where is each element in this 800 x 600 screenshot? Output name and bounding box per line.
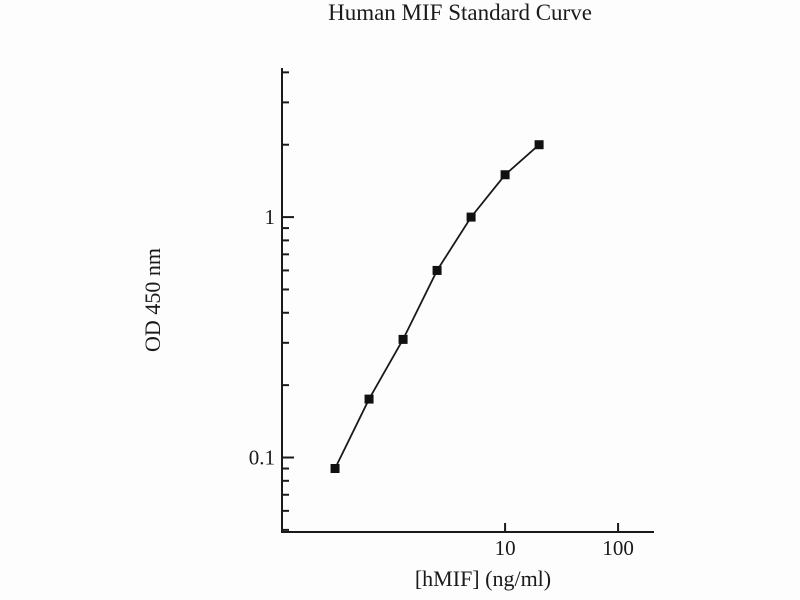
chart-title: Human MIF Standard Curve: [328, 0, 592, 25]
y-tick-label: 0.1: [249, 446, 275, 470]
data-point-marker: [432, 265, 442, 275]
x-tick-label: 100: [602, 536, 634, 560]
data-point-marker: [534, 140, 544, 150]
data-point-marker: [330, 464, 340, 474]
data-point-marker: [364, 394, 374, 404]
standard-curve-line: [334, 144, 540, 469]
y-tick-label: 1: [265, 205, 276, 229]
x-axis-title: [hMIF] (ng/ml): [414, 566, 552, 591]
data-point-marker: [466, 212, 476, 222]
data-point-marker: [500, 170, 510, 180]
data-point-marker: [398, 334, 408, 344]
x-tick-label: 10: [495, 536, 516, 560]
